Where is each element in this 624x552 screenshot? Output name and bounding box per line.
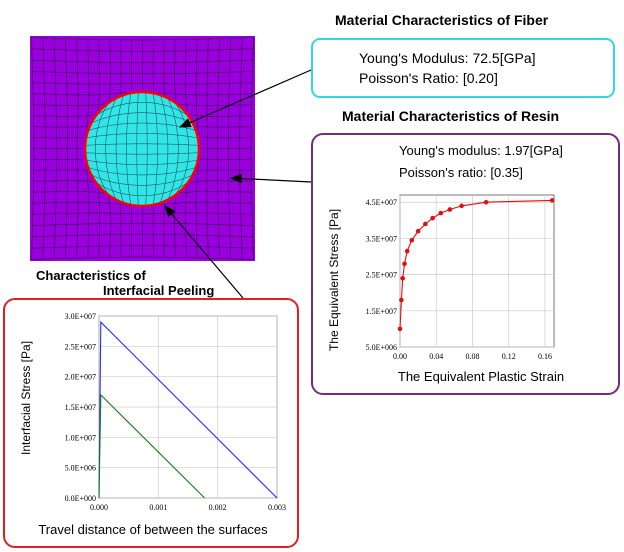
x-tick-label: 0.000: [90, 503, 108, 512]
y-tick-label: 0.0E+000: [65, 494, 96, 503]
y-tick-label: 3.0E+007: [65, 312, 96, 321]
data-point: [430, 215, 435, 221]
data-point: [400, 275, 406, 281]
resin-poisson-ratio: Poisson's ratio: [0.35]: [399, 165, 523, 180]
x-tick-label: 0.16: [538, 352, 552, 361]
y-tick-label: 1.0E+007: [65, 433, 96, 442]
data-point: [397, 326, 403, 332]
x-tick-label: 0.003: [268, 503, 286, 512]
resin-xlabel: The Equivalent Plastic Strain: [398, 369, 564, 384]
y-tick-label: 1.5E+007: [366, 307, 397, 316]
y-tick-label: 4.5E+007: [366, 198, 397, 207]
data-point: [549, 198, 555, 203]
data-point: [399, 297, 404, 303]
peeling-xlabel: Travel distance of between the surfaces: [38, 522, 268, 537]
x-tick-label: 0.00: [393, 352, 407, 361]
fiber-properties-box: Young's Modulus: 72.5[GPa] Poisson's Rat…: [311, 38, 615, 98]
data-point: [423, 221, 428, 227]
matrix-mesh-lines: [31, 37, 254, 260]
fiber-mesh-lines: [85, 92, 199, 206]
peeling-title-line2: Interfacial Peeling: [103, 283, 215, 298]
x-tick-label: 0.001: [149, 503, 167, 512]
y-tick-label: 5.0E+006: [366, 343, 397, 352]
data-point: [459, 203, 464, 209]
data-point: [409, 237, 415, 243]
data-point: [402, 261, 407, 267]
y-tick-label: 2.5E+007: [65, 342, 96, 351]
x-tick-label: 0.12: [502, 352, 516, 361]
y-tick-label: 5.0E+006: [65, 464, 96, 473]
series-line-1: [98, 393, 205, 499]
x-tick-label: 0.002: [209, 503, 227, 512]
fiber-title: Material Characteristics of Fiber: [335, 12, 549, 28]
fiber-region: [85, 92, 199, 206]
resin-properties-box: Young's modulus: 1.97[GPa] Poisson's rat…: [311, 133, 620, 395]
data-point: [447, 207, 453, 212]
data-point: [483, 199, 489, 205]
fiber-poisson-ratio: Poisson's Ratio: [0.20]: [359, 70, 498, 86]
peeling-title-line1: Characteristics of: [36, 268, 146, 283]
resin-ylabel: The Equivalent Stress [Pa]: [327, 209, 341, 351]
resin-matrix-region: [30, 36, 255, 261]
y-tick-label: 1.5E+007: [65, 403, 96, 412]
fiber-pointer-arrow: [178, 69, 312, 128]
peeling-properties-box: Interfacial Stress [Pa] Travel distance …: [3, 298, 299, 548]
peeling-ylabel: Interfacial Stress [Pa]: [19, 341, 33, 455]
peeling-stress-chart: Interfacial Stress [Pa] Travel distance …: [19, 312, 286, 537]
data-point: [415, 228, 421, 234]
resin-title: Material Characteristics of Resin: [342, 108, 560, 124]
resin-stress-strain-chart: The Equivalent Stress [Pa] The Equivalen…: [327, 194, 564, 384]
fiber-youngs-modulus: Young's Modulus: 72.5[GPa]: [359, 50, 536, 66]
resin-youngs-modulus: Young's modulus: 1.97[GPa]: [399, 143, 563, 158]
data-point: [404, 248, 410, 254]
y-tick-label: 2.0E+007: [65, 373, 96, 382]
plot-frame: [399, 194, 555, 348]
fiber-resin-interface: [83, 90, 201, 208]
data-point: [438, 210, 444, 216]
resin-pointer-arrow: [229, 173, 312, 184]
y-tick-label: 2.5E+007: [366, 271, 397, 280]
y-tick-label: 3.5E+007: [366, 234, 397, 243]
x-tick-label: 0.08: [465, 352, 479, 361]
x-tick-label: 0.04: [429, 352, 443, 361]
